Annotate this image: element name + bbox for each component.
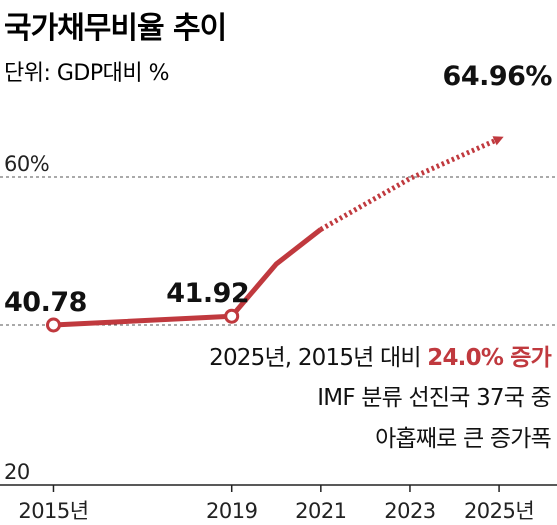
x-tick-label: 2019 — [206, 499, 257, 523]
x-tick-label: 2023 — [384, 499, 435, 523]
annotation-line-2: IMF 분류 선진국 37국 중 — [317, 385, 551, 411]
data-label: 41.92 — [166, 278, 249, 309]
annotation-line-1: 2025년, 2015년 대비 24.0% 증가 — [209, 345, 552, 371]
y-tick-label: 60% — [4, 152, 49, 176]
data-label: 40.78 — [4, 287, 87, 318]
chart-title: 국가채무비율 추이 — [4, 11, 226, 46]
data-label: 64.96% — [443, 61, 553, 92]
x-tick-label: 2025년 — [464, 499, 534, 523]
projection-series-line — [319, 136, 504, 232]
x-axis: 2015년 2019 2021 2023 2025년 — [0, 484, 557, 523]
series-layer — [45, 136, 504, 333]
annotation-highlight: 24.0% 증가 — [427, 345, 551, 371]
annotation-line-3: 아홉째로 큰 증가폭 — [375, 426, 551, 452]
data-point-marker — [224, 308, 240, 324]
annotation-block: 2025년, 2015년 대비 24.0% 증가 IMF 분류 선진국 37국 … — [209, 345, 552, 452]
y-tick-label: 20 — [4, 460, 30, 484]
unit-label: 단위: GDP대비 % — [4, 61, 169, 86]
data-label-layer: 40.78 41.92 64.96% — [4, 61, 553, 318]
data-point-marker — [45, 317, 61, 333]
x-tick-label: 2021 — [295, 499, 346, 523]
x-tick-label: 2015년 — [18, 499, 88, 523]
annotation-line-1-prefix: 2025년, 2015년 대비 — [209, 345, 427, 371]
actual-series-line — [53, 227, 323, 328]
y-tick-layer: 60% 20 — [4, 152, 50, 484]
